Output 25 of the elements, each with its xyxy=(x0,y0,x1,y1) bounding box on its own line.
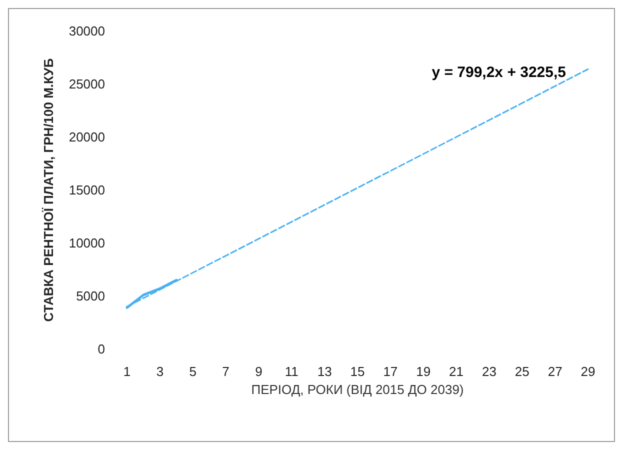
y-tick-label: 25000 xyxy=(68,76,105,92)
y-tick-label: 5000 xyxy=(76,288,105,304)
x-tick-label: 15 xyxy=(350,364,365,379)
y-tick-label: 30000 xyxy=(68,24,105,38)
x-tick-label: 9 xyxy=(255,364,262,379)
x-tick-label: 3 xyxy=(156,364,164,379)
x-tick-label: 11 xyxy=(284,364,298,379)
x-tick-label: 7 xyxy=(222,364,230,379)
x-tick-label: 19 xyxy=(416,364,431,379)
x-tick-label: 25 xyxy=(514,364,530,379)
x-tick-label: 21 xyxy=(449,364,464,379)
y-tick-label: 15000 xyxy=(68,182,105,198)
x-axis-title: ПЕРІОД, РОКИ (ВІД 2015 ДО 2039) xyxy=(251,382,464,397)
x-tick-label: 13 xyxy=(317,364,332,379)
x-tick-label: 27 xyxy=(548,364,562,379)
y-axis-title: СТАВКА РЕНТНОЇ ПЛАТИ, ГРН/100 М.КУБ xyxy=(41,58,56,322)
x-tick-label: 29 xyxy=(580,364,596,379)
x-tick-label: 17 xyxy=(383,364,398,379)
y-tick-label: 10000 xyxy=(68,236,105,250)
y-tick-label: 20000 xyxy=(68,130,105,144)
x-tick-label: 5 xyxy=(189,364,196,379)
annotation: y = 799,2x + 3225,5 xyxy=(432,64,566,81)
x-tick-label: 23 xyxy=(482,364,496,379)
x-tick-label: 1 xyxy=(123,364,131,379)
y-tick-label: 0 xyxy=(98,342,105,356)
